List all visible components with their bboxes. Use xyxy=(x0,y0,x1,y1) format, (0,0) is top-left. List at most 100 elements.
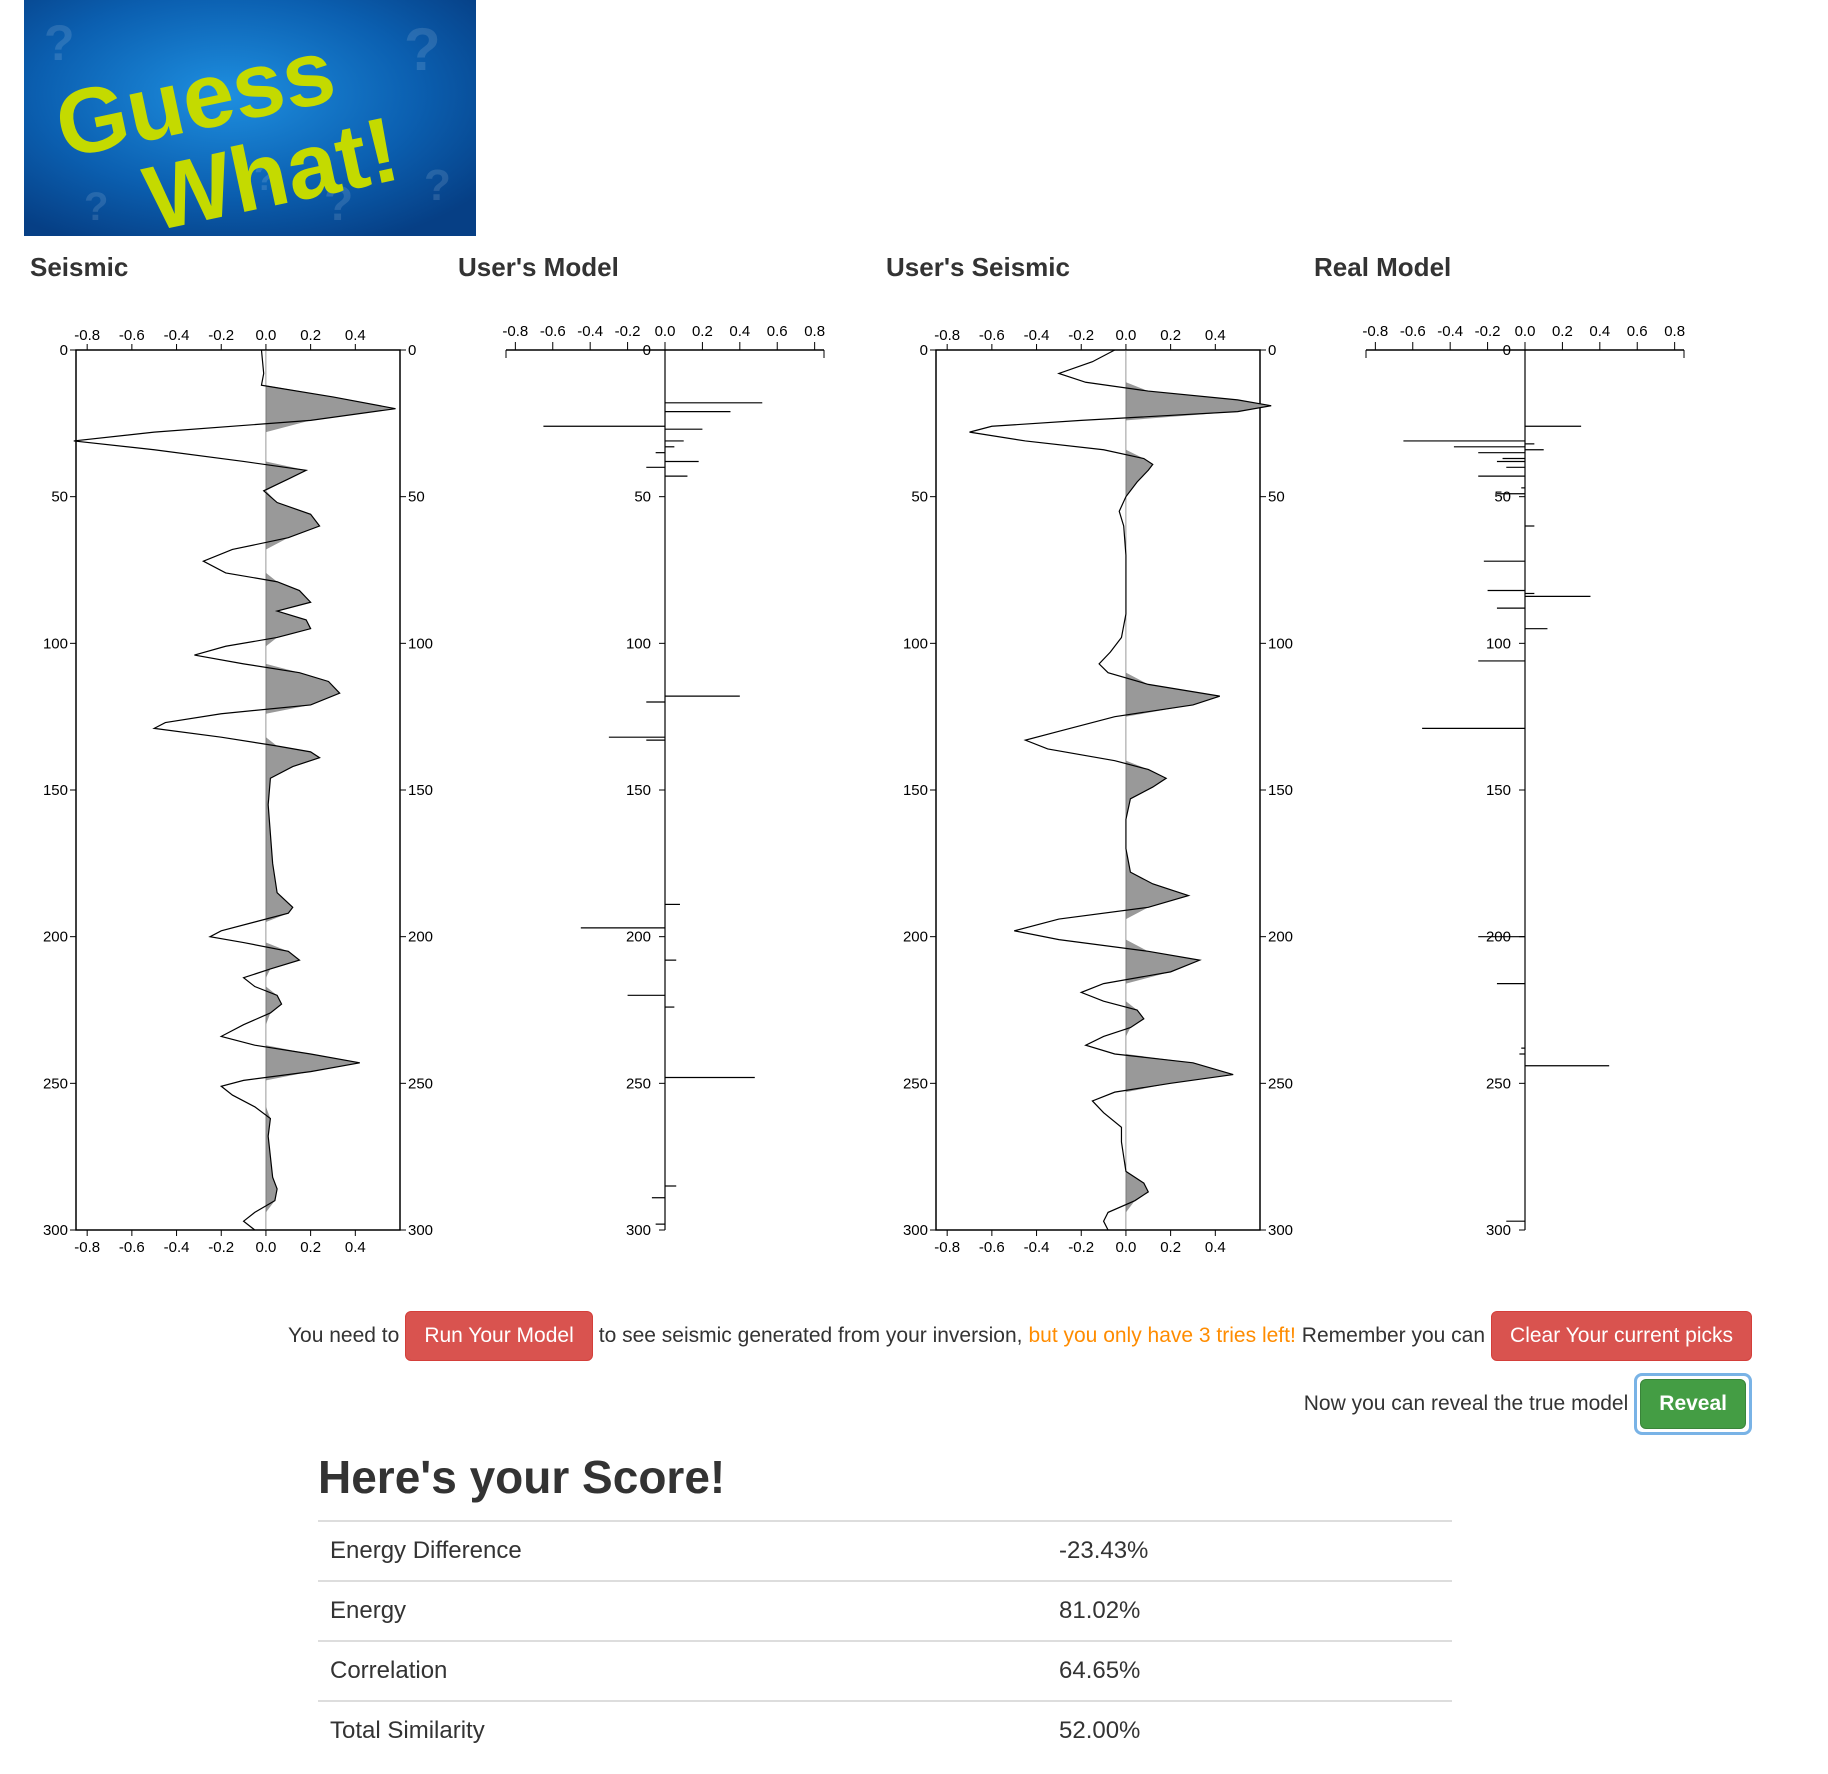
controls-prefix-text: You need to xyxy=(287,1324,400,1347)
y-tick-label-left: 150 xyxy=(903,782,928,799)
x-tick-label: -0.4 xyxy=(577,323,603,340)
x-tick-label-top: -0.2 xyxy=(208,327,234,344)
x-tick-label: -0.6 xyxy=(540,323,566,340)
x-tick-label-bottom: 0.4 xyxy=(345,1239,366,1256)
y-tick-label-right: 100 xyxy=(1268,635,1293,652)
y-tick-label-right: 0 xyxy=(1268,342,1276,359)
run-model-button[interactable]: Run Your Model xyxy=(405,1311,593,1361)
plot-frame xyxy=(935,349,1261,1231)
x-tick-label-top: -0.2 xyxy=(1068,327,1094,344)
y-tick-label-right: 50 xyxy=(1268,489,1285,506)
y-tick-label: 100 xyxy=(1486,635,1511,652)
y-tick-label-left: 100 xyxy=(903,635,928,652)
x-tick-label-top: 0.4 xyxy=(1205,327,1226,344)
reveal-text: Now you can reveal the true model xyxy=(1303,1392,1629,1415)
y-tick-label-right: 150 xyxy=(408,782,433,799)
x-tick-label-top: 0.2 xyxy=(300,327,321,344)
y-tick-label-right: 100 xyxy=(408,635,433,652)
x-tick-label: 0.6 xyxy=(767,323,788,340)
real-model-plot: -0.8 -0.6 -0.4 -0.2 0.0 0.2 0.4 0.6 0.8 0 50 100 150… xyxy=(1362,323,1685,1239)
score-value: -23.43% xyxy=(1047,1520,1452,1581)
score-label: Energy xyxy=(318,1580,1047,1641)
y-tick-label-left: 200 xyxy=(903,929,928,946)
panel-title-users-seismic: User's Seismic xyxy=(886,252,1070,282)
y-tick-label-right: 250 xyxy=(1268,1075,1293,1092)
controls-row: You need to Run Your Model to see seismi… xyxy=(0,1308,1752,1364)
x-tick-label: -0.8 xyxy=(1362,323,1388,340)
x-tick-label-top: 0.2 xyxy=(1160,327,1181,344)
panel-title-users-model: User's Model xyxy=(458,252,619,282)
x-tick-label-top: 0.4 xyxy=(345,327,366,344)
y-tick-label-left: 250 xyxy=(903,1075,928,1092)
y-tick-label: 150 xyxy=(626,782,651,799)
svg-text:?: ? xyxy=(44,15,75,71)
x-tick-label: -0.2 xyxy=(1475,323,1501,340)
x-tick-label-top: 0.0 xyxy=(256,327,277,344)
reveal-row: Now you can reveal the true model Reveal xyxy=(0,1373,1752,1435)
panel-title-real-model: Real Model xyxy=(1314,252,1452,282)
score-value: 81.02% xyxy=(1047,1580,1452,1641)
score-label: Energy Difference xyxy=(318,1520,1047,1581)
x-tick-label: 0.2 xyxy=(1552,323,1573,340)
y-tick-label-right: 50 xyxy=(408,489,425,506)
controls-remember-text: Remember you can xyxy=(1301,1324,1486,1347)
x-tick-label: 0.8 xyxy=(1664,323,1685,340)
y-tick-label: 250 xyxy=(626,1075,651,1092)
y-tick-label-right: 250 xyxy=(408,1075,433,1092)
y-tick-label-left: 300 xyxy=(43,1222,68,1239)
y-tick-label-left: 50 xyxy=(911,489,928,506)
table-row: Total Similarity 52.00% xyxy=(318,1700,1452,1760)
y-tick-label-left: 0 xyxy=(60,342,68,359)
x-tick-label: 0.4 xyxy=(729,323,750,340)
y-tick-label-right: 300 xyxy=(1268,1222,1293,1239)
x-tick-label-bottom: -0.2 xyxy=(208,1239,234,1256)
x-tick-label-bottom: -0.8 xyxy=(74,1239,100,1256)
table-row: Energy 81.02% xyxy=(318,1580,1452,1641)
x-tick-label-top: -0.4 xyxy=(1024,327,1050,344)
y-tick-label: 50 xyxy=(634,489,651,506)
x-tick-label-bottom: 0.2 xyxy=(300,1239,321,1256)
x-tick-label-bottom: 0.4 xyxy=(1205,1239,1226,1256)
table-row: Correlation 64.65% xyxy=(318,1640,1452,1701)
x-tick-label: -0.6 xyxy=(1400,323,1426,340)
seismic-trace-line xyxy=(969,349,1272,1231)
user-model-plot[interactable]: -0.8 -0.6 -0.4 -0.2 0.0 0.2 0.4 0.6 0.8 0 50 100 150… xyxy=(440,316,840,1256)
reveal-focus-ring: Reveal xyxy=(1634,1373,1752,1435)
x-tick-label-bottom: -0.4 xyxy=(1024,1239,1050,1256)
x-tick-label-top: -0.6 xyxy=(979,327,1005,344)
clear-picks-button[interactable]: Clear Your current picks xyxy=(1491,1311,1752,1361)
y-tick-label: 300 xyxy=(1486,1222,1511,1239)
x-tick-label: -0.2 xyxy=(615,323,641,340)
y-tick-label: 300 xyxy=(626,1222,651,1239)
x-tick-label: 0.0 xyxy=(1515,323,1536,340)
y-tick-label: 0 xyxy=(1503,342,1511,359)
y-tick-label-right: 300 xyxy=(408,1222,433,1239)
controls-middle-text: to see seismic generated from your inver… xyxy=(598,1324,1023,1347)
y-tick-label: 100 xyxy=(626,635,651,652)
score-label: Correlation xyxy=(318,1640,1047,1701)
panel-title-seismic: Seismic xyxy=(30,252,129,282)
x-tick-label-bottom: -0.6 xyxy=(979,1239,1005,1256)
x-tick-label-bottom: 0.0 xyxy=(256,1239,277,1256)
score-title: Here's your Score! xyxy=(318,1451,726,1503)
svg-text:?: ? xyxy=(254,157,276,198)
y-tick-label-left: 150 xyxy=(43,782,68,799)
x-tick-label: 0.8 xyxy=(804,323,825,340)
score-value: 64.65% xyxy=(1047,1640,1452,1701)
svg-text:?: ? xyxy=(424,161,451,210)
user-seismic-trace-plot: -0.8 -0.8 -0.6 -0.6 -0.4 -0.4 -0.2 -0.2 0.0 0.0 0.… xyxy=(903,327,1293,1256)
score-value: 52.00% xyxy=(1047,1700,1452,1760)
score-label: Total Similarity xyxy=(318,1700,1047,1760)
y-tick-label-left: 300 xyxy=(903,1222,928,1239)
svg-text:?: ? xyxy=(84,185,108,229)
y-tick-label-left: 50 xyxy=(51,489,68,506)
y-tick-label-left: 200 xyxy=(43,929,68,946)
y-tick-label-right: 200 xyxy=(1268,929,1293,946)
x-tick-label-bottom: -0.2 xyxy=(1068,1239,1094,1256)
x-tick-label: -0.4 xyxy=(1437,323,1463,340)
y-tick-label-right: 0 xyxy=(408,342,416,359)
y-tick-label: 50 xyxy=(1494,489,1511,506)
reveal-button[interactable]: Reveal xyxy=(1640,1379,1746,1429)
y-tick-label-left: 0 xyxy=(920,342,928,359)
x-tick-label: 0.4 xyxy=(1589,323,1610,340)
